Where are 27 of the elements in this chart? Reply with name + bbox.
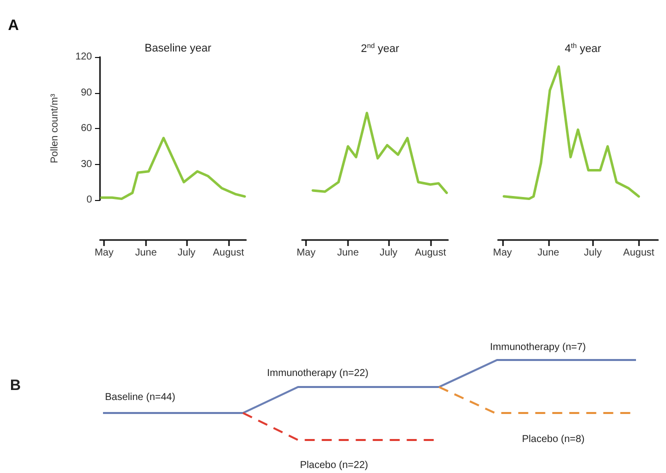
x-tick-label: July — [380, 248, 398, 258]
y-tick-label: 90 — [80, 87, 92, 98]
y-tick-label: 120 — [75, 52, 92, 62]
text: Immunotherapy (n=22) — [267, 368, 368, 379]
text: Baseline (n=44) — [105, 392, 176, 403]
text: B — [10, 377, 21, 394]
text: Placebo (n=22) — [300, 460, 368, 471]
x-tick-label: May — [296, 248, 316, 258]
x-tick-label: June — [337, 248, 360, 258]
x-tick-label: August — [212, 248, 244, 258]
line-series — [100, 136, 246, 200]
chart-title: Baseline year — [144, 42, 212, 54]
y-tick-label: 30 — [80, 158, 92, 170]
x-tick-label: July — [584, 248, 602, 258]
text: Placebo (n=8) — [522, 434, 585, 445]
x-tick-label: May — [94, 248, 114, 258]
y-tick-label: 60 — [80, 123, 92, 134]
x-tick-label: August — [414, 248, 446, 258]
y-tick-label: 0 — [86, 194, 92, 206]
text: Immunotherapy (n=7) — [490, 342, 586, 353]
x-tick-label: June — [538, 248, 560, 258]
x-tick-label: May — [492, 248, 512, 258]
x-tick-label: August — [623, 248, 655, 258]
x-tick-label: July — [178, 248, 196, 258]
y-axis-title: Pollen count/m³ — [50, 93, 60, 164]
x-tick-label: June — [135, 248, 158, 258]
text: A — [8, 17, 19, 34]
